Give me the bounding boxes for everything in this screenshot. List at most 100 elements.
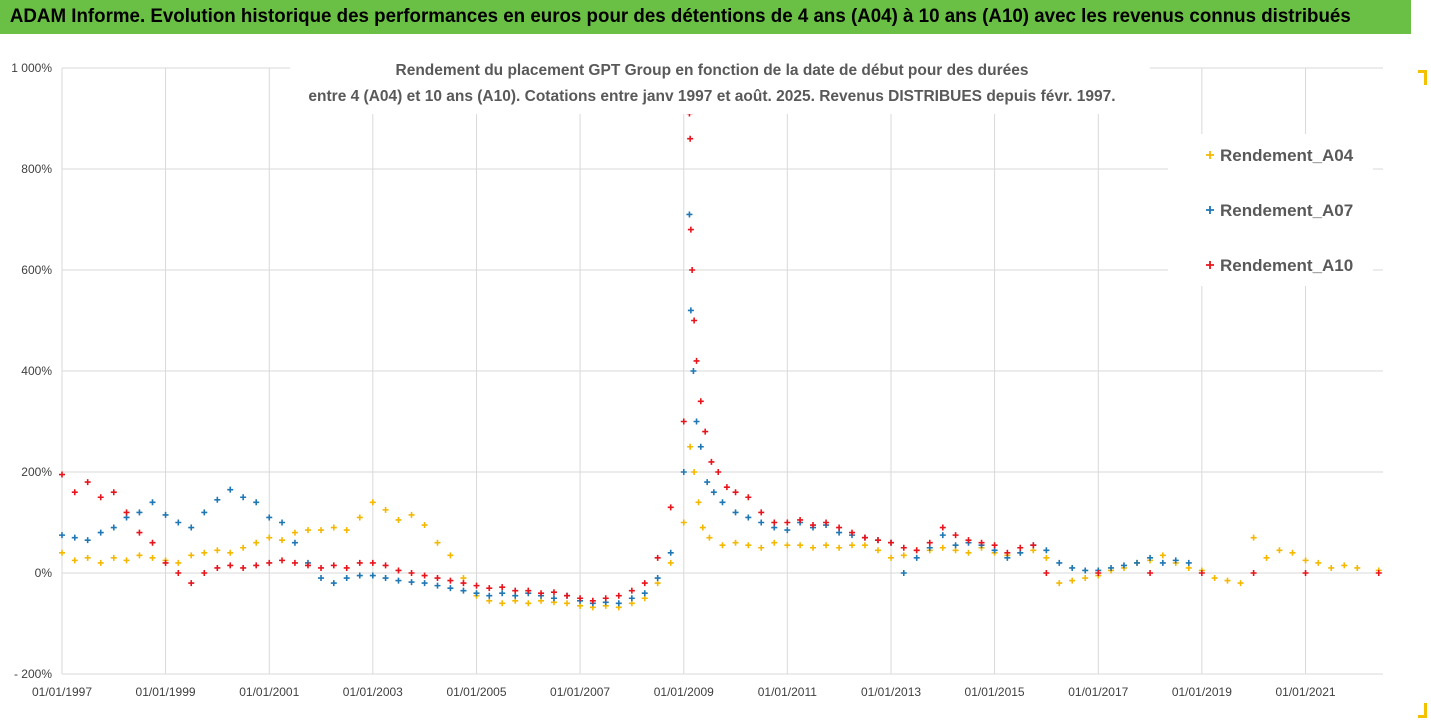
data-point — [188, 524, 195, 531]
legend-label: Rendement_A10 — [1220, 256, 1353, 275]
data-point — [687, 307, 694, 314]
data-point — [149, 499, 156, 506]
data-point — [408, 570, 415, 576]
data-point — [849, 529, 856, 536]
data-point — [732, 509, 739, 516]
data-point — [240, 544, 247, 551]
y-tick-label: 600% — [21, 263, 52, 277]
data-point — [136, 529, 143, 536]
data-point — [689, 267, 696, 273]
data-point — [175, 519, 182, 526]
legend-marker — [1206, 261, 1214, 269]
data-point — [564, 592, 571, 599]
x-tick-label: 01/01/2007 — [550, 685, 610, 699]
data-point — [318, 564, 325, 571]
data-point — [512, 592, 519, 599]
data-point — [1289, 549, 1296, 556]
chart-banner-title: ADAM Informe. Evolution historique des p… — [0, 0, 1411, 34]
data-point — [266, 534, 273, 541]
data-point — [408, 511, 415, 518]
data-point — [699, 524, 706, 531]
data-point — [395, 567, 402, 574]
data-point — [84, 479, 91, 486]
data-point — [356, 514, 363, 521]
data-point — [1159, 552, 1166, 559]
data-point — [1043, 554, 1050, 561]
data-point — [175, 559, 182, 566]
data-point — [715, 469, 722, 475]
data-point — [784, 527, 791, 534]
data-point — [214, 496, 221, 503]
data-point — [447, 577, 454, 584]
data-point — [1069, 577, 1076, 584]
data-point — [421, 572, 428, 579]
data-point — [330, 524, 337, 531]
data-point — [318, 575, 325, 582]
data-point — [628, 595, 635, 602]
data-point — [538, 597, 545, 604]
data-point — [615, 600, 622, 607]
data-point — [253, 499, 260, 506]
data-point — [680, 469, 687, 475]
data-point — [978, 539, 985, 546]
data-point — [991, 547, 998, 554]
data-point — [654, 580, 661, 587]
data-point — [1147, 554, 1154, 561]
data-point — [71, 557, 78, 564]
data-point — [691, 317, 698, 324]
data-point — [686, 211, 693, 218]
data-point — [697, 398, 704, 405]
data-point — [708, 458, 715, 465]
data-point — [1004, 549, 1011, 556]
data-point — [123, 509, 130, 516]
data-point — [991, 542, 998, 549]
data-point — [758, 544, 765, 551]
data-point — [680, 519, 687, 526]
data-point — [1328, 564, 1335, 571]
data-point — [810, 544, 817, 551]
data-point — [965, 537, 972, 544]
chart-title-line-2: entre 4 (A04) et 10 ans (A10). Cotations… — [308, 88, 1115, 105]
data-point — [913, 554, 920, 561]
x-tick-label: 01/01/2021 — [1276, 685, 1336, 699]
data-point — [123, 514, 130, 521]
data-point — [874, 537, 881, 544]
data-point — [784, 542, 791, 549]
data-point — [861, 534, 868, 541]
data-point — [900, 544, 907, 551]
data-point — [382, 506, 389, 513]
data-point — [473, 582, 480, 589]
data-point — [369, 559, 376, 566]
data-point — [745, 542, 752, 549]
data-point — [1069, 564, 1076, 571]
data-point — [680, 418, 687, 425]
data-point — [499, 584, 506, 591]
data-point — [771, 519, 778, 526]
data-point — [550, 589, 557, 596]
y-tick-label: - 200% — [14, 667, 52, 681]
data-point — [823, 519, 830, 526]
x-tick-label: 01/01/2001 — [239, 685, 299, 699]
data-point — [1185, 564, 1192, 571]
data-point — [1030, 542, 1037, 549]
data-point — [1120, 562, 1127, 569]
data-point — [849, 542, 856, 549]
data-point — [330, 562, 337, 569]
x-tick-label: 01/01/2011 — [758, 685, 817, 699]
data-point — [97, 559, 104, 566]
y-tick-label: 200% — [21, 465, 52, 479]
data-point — [939, 524, 946, 531]
x-tick-label: 01/01/2005 — [446, 685, 506, 699]
data-point — [59, 471, 65, 478]
data-point — [1341, 562, 1348, 569]
data-point — [188, 552, 195, 559]
data-point — [732, 489, 739, 496]
data-point — [291, 559, 298, 566]
data-point — [1375, 570, 1382, 576]
data-point — [1159, 559, 1166, 566]
data-point — [687, 226, 694, 233]
data-point — [687, 443, 694, 450]
data-point — [641, 590, 648, 597]
data-point — [214, 564, 221, 571]
data-point — [1043, 547, 1050, 554]
